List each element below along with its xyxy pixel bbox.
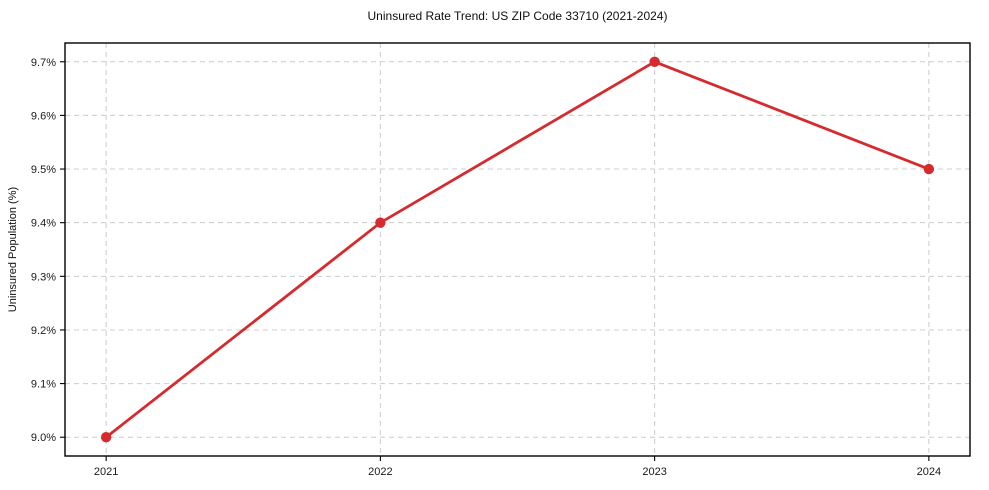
y-tick-label: 9.1% (31, 379, 56, 391)
trend-line (104, 60, 931, 439)
y-tick-label: 9.7% (31, 57, 56, 69)
y-tick-label: 9.2% (31, 325, 56, 337)
y-tick-label: 9.4% (31, 218, 56, 230)
x-tick-label: 2024 (917, 466, 941, 478)
y-tick-label: 9.0% (31, 432, 56, 444)
y-tick-label: 9.6% (31, 110, 56, 122)
plot-border (64, 42, 971, 457)
x-tick-label: 2023 (642, 466, 666, 478)
y-tick-label: 9.5% (31, 164, 56, 176)
data-point-marker (375, 217, 386, 228)
data-point-marker (100, 432, 112, 443)
x-tick-label: 2022 (368, 466, 392, 478)
y-tick-label: 9.3% (31, 271, 56, 283)
x-tick-label: 2021 (94, 466, 118, 478)
chart-title: Uninsured Rate Trend: US ZIP Code 33710 … (367, 9, 668, 23)
data-point-marker (923, 163, 935, 175)
data-point-marker (649, 56, 660, 67)
